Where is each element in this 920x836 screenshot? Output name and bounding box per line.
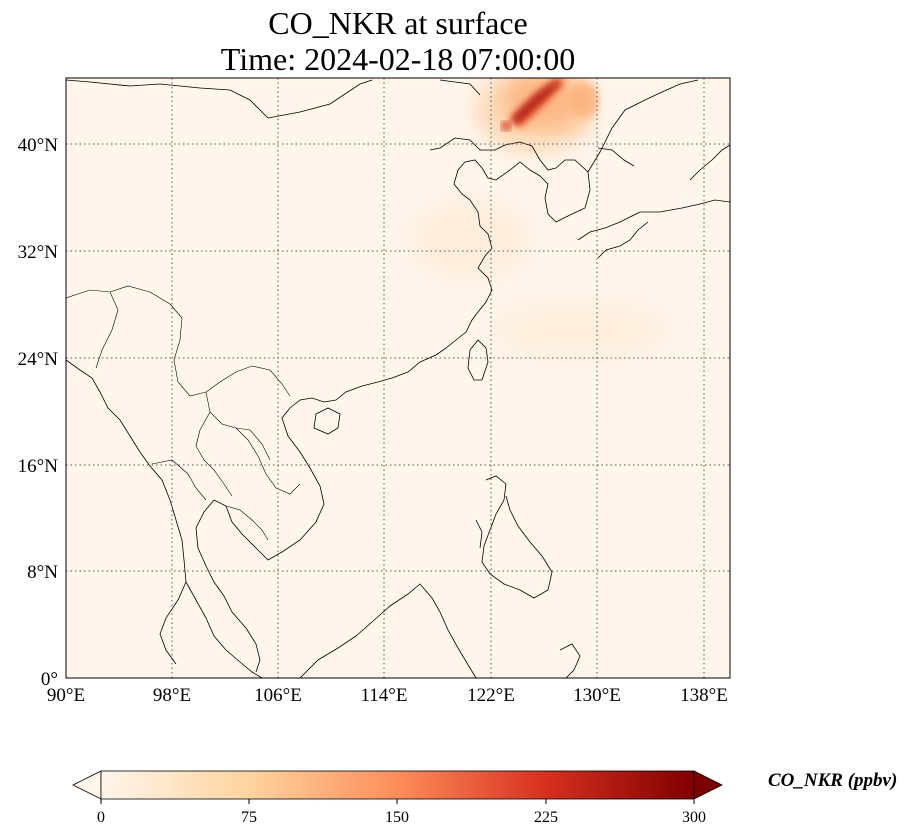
lat-tick-label: 24°N [18, 349, 59, 370]
map-area [66, 78, 730, 678]
map-frame [65, 77, 731, 679]
lat-tick-label: 16°N [18, 456, 59, 477]
colorbar-extend-max [693, 770, 723, 800]
lon-tick-label: 122°E [467, 685, 515, 706]
lat-tick-label: 8°N [27, 562, 58, 583]
colorbar: 0 75 150 225 300 [72, 770, 723, 826]
colorbar-tick-label: 150 [385, 809, 409, 826]
gridlines [66, 78, 730, 678]
map-title: CO_NKR at surface [268, 5, 528, 41]
lat-tick-label: 0° [41, 669, 58, 690]
colorbar-tick-label: 75 [241, 809, 257, 826]
haze-east-china [410, 200, 530, 280]
haze-east-china-sea [490, 300, 670, 360]
map-time-subtitle: Time: 2024-02-18 07:00:00 [220, 41, 576, 77]
lat-tick-label: 40°N [18, 135, 59, 156]
colorbar-tick-label: 225 [534, 809, 558, 826]
lon-tick-labels: 90°E 98°E 106°E 114°E 122°E 130°E 138°E [47, 685, 728, 706]
lat-tick-labels: 0° 8°N 16°N 24°N 32°N 40°N [18, 135, 59, 690]
lon-tick-label: 98°E [153, 685, 191, 706]
lat-tick-label: 32°N [18, 242, 59, 263]
lon-tick-label: 138°E [680, 685, 728, 706]
coastlines [66, 79, 730, 678]
lon-tick-label: 90°E [47, 685, 85, 706]
lon-tick-label: 114°E [361, 685, 408, 706]
lon-tick-label: 130°E [573, 685, 621, 706]
colorbar-extend-min [72, 770, 102, 800]
colorbar-tick-label: 300 [682, 809, 706, 826]
colorbar-bar [100, 770, 695, 800]
co-plume [475, 78, 599, 152]
colorbar-label: CO_NKR (ppbv) [768, 770, 898, 791]
colorbar-tick-label: 0 [97, 809, 105, 826]
lon-tick-label: 106°E [254, 685, 302, 706]
